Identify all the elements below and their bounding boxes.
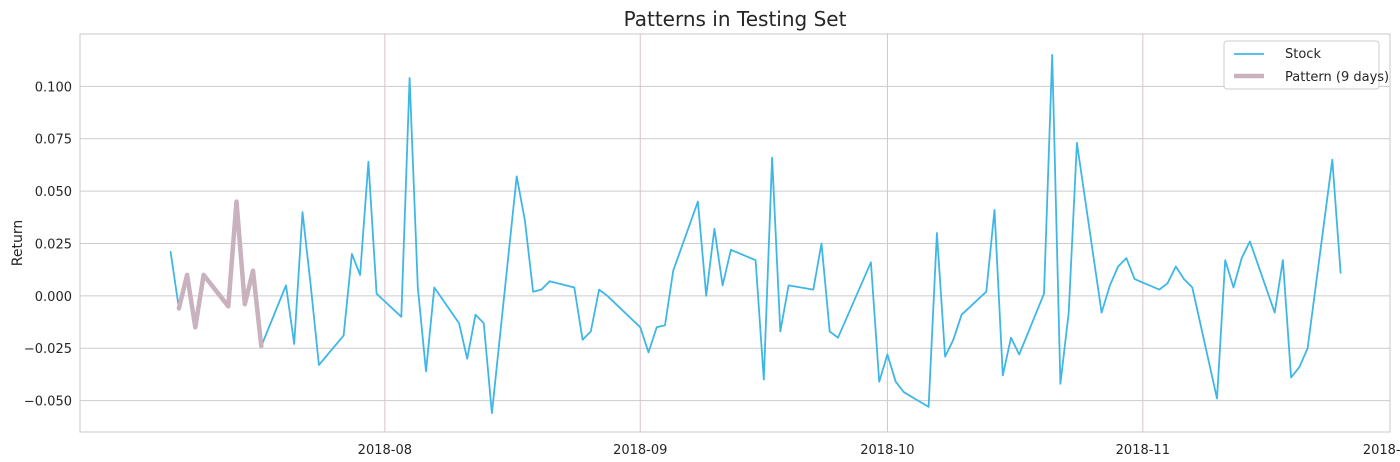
series-line-pattern [176, 199, 264, 349]
y-axis-label: Return [10, 220, 26, 266]
grid [80, 34, 1391, 432]
x-axis: 2018-08 2018-09 2018-10 2018-11 2018-12 [358, 443, 1400, 458]
series-line-stock [169, 54, 1342, 415]
chart-title: Patterns in Testing Set [624, 7, 847, 31]
y-axis: 0.100 0.075 0.050 0.025 0.000 −0.025 −0.050 [24, 80, 72, 409]
y-tick-label: 0.075 [35, 133, 72, 148]
y-tick-label: −0.050 [24, 395, 72, 410]
plot-area [79, 33, 1391, 433]
y-tick-label: 0.000 [35, 290, 72, 305]
legend-label-pattern: Pattern (9 days) [1285, 70, 1389, 85]
x-tick-label: 2018-09 [613, 443, 667, 458]
y-tick-label: 0.025 [35, 237, 72, 252]
y-tick-label: −0.025 [24, 342, 72, 357]
legend: Stock Pattern (9 days) [1223, 40, 1389, 90]
x-tick-label: 2018-08 [358, 443, 412, 458]
x-tick-label: 2018-10 [860, 443, 914, 458]
series-layer [169, 54, 1342, 415]
x-tick-label: 2018-12 [1363, 443, 1400, 458]
x-tick-label: 2018-11 [1116, 443, 1170, 458]
y-tick-label: 0.050 [35, 185, 72, 200]
legend-label-stock: Stock [1285, 47, 1321, 62]
y-tick-label: 0.100 [35, 80, 72, 95]
